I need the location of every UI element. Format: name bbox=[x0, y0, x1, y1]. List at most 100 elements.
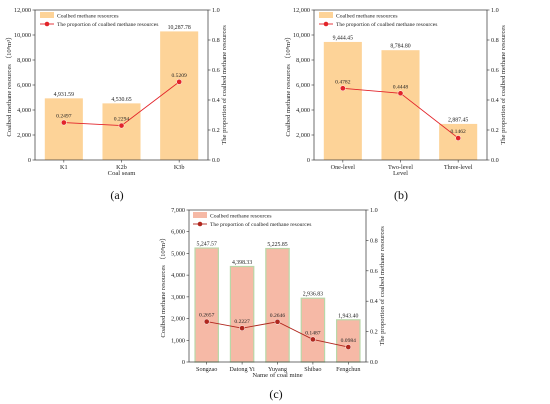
y2-tick-label: 0.8 bbox=[370, 237, 378, 244]
y2-tick-label: 0.6 bbox=[212, 67, 220, 74]
panel-label: (c) bbox=[269, 387, 282, 401]
proportion-value-label: 0.2497 bbox=[56, 114, 72, 120]
y2-tick-label: 0.8 bbox=[491, 37, 499, 44]
legend-bar-swatch bbox=[40, 12, 54, 18]
y-tick-label: 7,000 bbox=[171, 207, 185, 214]
y2-tick-label: 0.0 bbox=[212, 157, 220, 164]
proportion-value-label: 0.2657 bbox=[199, 313, 215, 319]
y2-tick-label: 0.4 bbox=[370, 298, 378, 305]
x-tick-label: Fengchun bbox=[336, 366, 360, 373]
bar-value-label: 5,225.85 bbox=[267, 242, 287, 248]
y2-tick-label: 1.0 bbox=[370, 207, 378, 214]
y-tick-label: 5,000 bbox=[171, 250, 185, 257]
y-tick-label: 2,000 bbox=[171, 316, 185, 323]
x-axis-title: Coal seam bbox=[108, 170, 137, 177]
legend-line-marker bbox=[323, 21, 329, 27]
proportion-value-label: 0.4448 bbox=[393, 84, 409, 90]
bar-three-level bbox=[439, 123, 478, 160]
y2-axis-title: The proportion of coalbed methane resour… bbox=[379, 226, 386, 346]
y-tick-label: 8,000 bbox=[296, 57, 310, 64]
proportion-value-label: 0.1487 bbox=[305, 330, 321, 336]
y-tick-label: 8,000 bbox=[17, 57, 31, 64]
legend-line-label: The proportion of coalbed methane resour… bbox=[57, 21, 158, 28]
proportion-value-label: 0.1462 bbox=[450, 129, 466, 135]
y2-tick-label: 0.2 bbox=[370, 329, 378, 336]
legend-line-marker bbox=[44, 21, 50, 27]
proportion-point bbox=[310, 336, 316, 343]
y-tick-label: 6,000 bbox=[171, 229, 185, 236]
bar-songzao bbox=[194, 247, 219, 363]
legend-line-label: The proportion of coalbed methane resour… bbox=[336, 21, 437, 28]
y-tick-label: 4,000 bbox=[17, 107, 31, 114]
bar-k3b bbox=[160, 31, 199, 160]
chart-panel-1: 4,931.59 4,530.65 10,287.78 0 2,000 4,000 6,00… bbox=[5, 7, 228, 202]
bar-one-level bbox=[323, 41, 362, 160]
bar-value-label: 8,784.80 bbox=[390, 44, 410, 50]
y-tick-label: 4,000 bbox=[171, 272, 185, 279]
proportion-point bbox=[60, 119, 67, 126]
y2-tick-label: 0.2 bbox=[491, 127, 499, 134]
y-tick-label: 12,000 bbox=[293, 7, 310, 14]
y-tick-label: 12,000 bbox=[14, 7, 31, 14]
y-tick-label: 2,000 bbox=[296, 132, 310, 139]
x-tick-label: K1 bbox=[60, 164, 68, 171]
y-tick-label: 3,000 bbox=[171, 294, 185, 301]
x-tick-label: Yuyang bbox=[268, 366, 287, 373]
y-tick-label: 4,000 bbox=[296, 107, 310, 114]
bar-value-label: 1,943.40 bbox=[338, 313, 358, 319]
legend-bar-label: Coalbed methane resources bbox=[57, 14, 119, 20]
bar-value-label: 4,530.65 bbox=[111, 97, 131, 103]
x-tick-label: Songzao bbox=[196, 366, 217, 373]
x-tick-label: One-level bbox=[331, 164, 356, 171]
proportion-value-label: 0.5209 bbox=[171, 73, 187, 79]
y-axis-title: Coalbed methane resources （10⁸m³） bbox=[284, 33, 292, 136]
bar-value-label: 2,936.83 bbox=[303, 292, 323, 298]
bar-value-label: 4,931.59 bbox=[54, 92, 74, 98]
bar-k2b bbox=[102, 103, 141, 160]
y2-tick-label: 0.0 bbox=[370, 359, 378, 366]
legend-bar-swatch bbox=[193, 212, 207, 218]
x-axis-title: Level bbox=[393, 170, 408, 177]
proportion-point bbox=[118, 122, 125, 129]
x-axis-title: Name of coal mine bbox=[252, 372, 302, 379]
y2-tick-label: 0.8 bbox=[212, 37, 220, 44]
proportion-point bbox=[239, 325, 245, 331]
y-axis-title: Coalbed methane resources （10⁸m³） bbox=[5, 33, 13, 136]
proportion-point bbox=[455, 135, 462, 141]
y2-axis-title: The proportion of coalbed methane resour… bbox=[500, 25, 507, 145]
x-tick-label: K2b bbox=[116, 164, 127, 171]
y-tick-label: 6,000 bbox=[17, 82, 31, 89]
bar-value-label: 5,247.57 bbox=[197, 242, 217, 248]
y-axis-title: Coalbed methane resources （10⁸m³） bbox=[159, 234, 167, 337]
proportion-point bbox=[397, 90, 404, 97]
y2-tick-label: 0.6 bbox=[491, 67, 499, 74]
proportion-value-label: 0.2227 bbox=[234, 319, 250, 325]
y-tick-label: 0 bbox=[28, 157, 31, 164]
proportion-point bbox=[176, 79, 183, 85]
panel-label: (a) bbox=[110, 188, 123, 202]
x-tick-label: Shibao bbox=[304, 366, 321, 373]
legend-bar-label: Coalbed methane resources bbox=[210, 214, 272, 220]
chart-panel-2: 9,444.45 8,784.80 2,887.45 0 2,000 4,000 6,000… bbox=[284, 7, 507, 202]
y2-tick-label: 0.2 bbox=[212, 127, 220, 134]
y-tick-label: 10,000 bbox=[14, 32, 31, 39]
y-tick-label: 1,000 bbox=[171, 337, 185, 344]
x-tick-label: K3b bbox=[174, 164, 185, 171]
bar-datong-yi bbox=[229, 265, 255, 363]
y2-axis-title: The proportion of coalbed methane resour… bbox=[221, 25, 228, 145]
proportion-point bbox=[203, 318, 210, 325]
y2-tick-label: 1.0 bbox=[491, 7, 499, 14]
bar-two-level bbox=[381, 50, 420, 160]
y2-tick-label: 0.0 bbox=[491, 157, 499, 164]
legend-bar-swatch bbox=[319, 12, 333, 18]
y-tick-label: 6,000 bbox=[296, 82, 310, 89]
x-tick-label: Datong Yi bbox=[229, 366, 255, 373]
y2-tick-label: 0.4 bbox=[212, 97, 220, 104]
proportion-point bbox=[345, 344, 352, 350]
legend-line-label: The proportion of coalbed methane resour… bbox=[210, 221, 311, 228]
y-tick-label: 0 bbox=[182, 359, 185, 366]
x-tick-label: Two-level bbox=[388, 164, 413, 171]
bar-k1 bbox=[44, 98, 83, 160]
y-tick-label: 10,000 bbox=[293, 32, 310, 39]
bar-yuyang bbox=[265, 247, 290, 363]
